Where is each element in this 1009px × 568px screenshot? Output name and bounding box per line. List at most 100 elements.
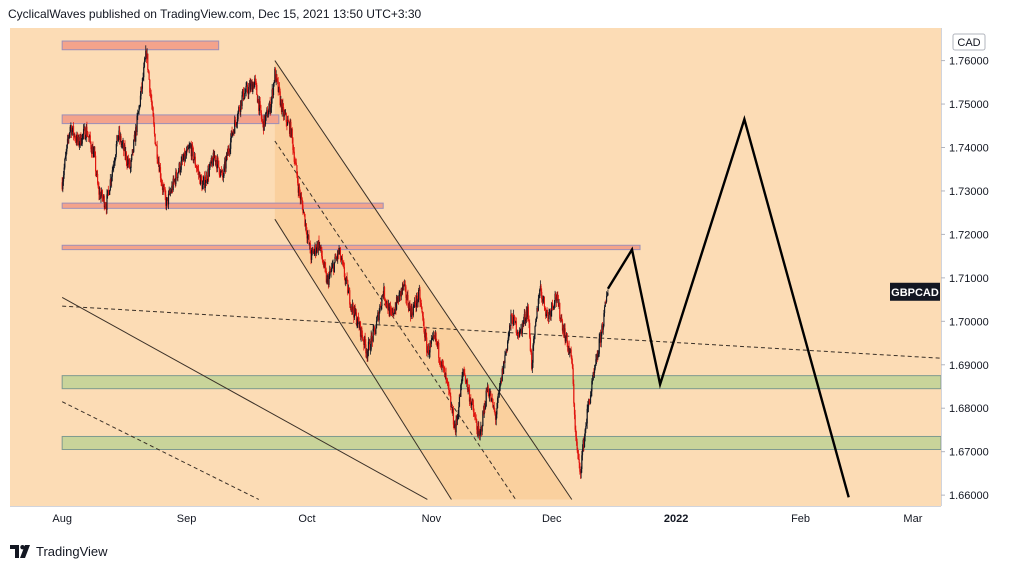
candle-body	[175, 171, 178, 178]
candle-body	[521, 323, 523, 334]
candle-body	[140, 86, 142, 96]
candle-body	[477, 426, 479, 436]
candle-body	[518, 335, 520, 337]
candle-body	[381, 296, 383, 307]
candle-body	[472, 404, 475, 413]
candle-body	[443, 367, 445, 369]
candle-body	[62, 181, 64, 190]
candle-body	[465, 382, 467, 384]
candle-body	[301, 199, 303, 205]
candle-body	[157, 158, 159, 163]
candle-body	[298, 187, 300, 193]
candle-body	[397, 297, 399, 303]
candle-body	[498, 392, 500, 395]
time-tick-label: Sep	[177, 513, 197, 525]
candle-body	[394, 307, 396, 313]
candle-body	[606, 295, 608, 297]
trendline-dashed-5	[61, 401, 260, 500]
candle-body	[114, 159, 116, 163]
candle-body	[470, 403, 473, 406]
candle-body	[86, 126, 88, 136]
candle-body	[593, 368, 596, 374]
candle-body	[321, 256, 323, 261]
candle-body	[314, 245, 316, 251]
candle-body	[238, 107, 240, 112]
price-axis[interactable]: 1.76000 1.75000 1.74000 1.73000 1.72000 1.710…	[941, 56, 989, 503]
candle-body	[216, 158, 218, 169]
candle-body	[545, 309, 547, 317]
candle-body	[137, 111, 140, 114]
candle-body	[539, 285, 541, 290]
candle-body	[407, 295, 409, 306]
candle-body	[62, 175, 65, 182]
candle-body	[61, 182, 63, 190]
candle-body	[504, 355, 506, 363]
time-axis[interactable]: Aug Sep Oct Nov Dec 2022 Feb Mar	[52, 513, 922, 525]
candle-body	[237, 111, 239, 120]
candle-body	[545, 311, 547, 317]
candle-body	[577, 453, 580, 459]
candle-body	[490, 393, 492, 402]
candle-body	[428, 352, 430, 355]
candle-body	[142, 77, 144, 79]
candle-body	[408, 305, 410, 311]
candle-body	[358, 321, 360, 328]
candle-body	[229, 148, 231, 152]
candle-body	[339, 248, 341, 250]
candle-body	[180, 160, 182, 170]
candle-body	[421, 307, 423, 312]
candle-body	[412, 306, 414, 316]
candle-body	[290, 121, 292, 137]
tradingview-logo[interactable]: TradingView	[10, 542, 108, 560]
zone-resistance-3	[61, 244, 641, 251]
candle-body	[113, 165, 115, 167]
candle-body	[101, 190, 103, 199]
candle-body	[405, 286, 407, 298]
candle-body	[376, 316, 378, 321]
candle-body	[327, 276, 329, 285]
candle-body	[496, 397, 499, 409]
candle-body	[494, 413, 497, 420]
candle-body	[306, 232, 308, 239]
candle-body	[336, 257, 338, 259]
candle-body	[355, 312, 358, 325]
candle-body	[500, 377, 503, 381]
candle-body	[225, 158, 227, 169]
candle-body	[456, 416, 459, 421]
candle-body	[588, 400, 590, 402]
candle-body	[213, 152, 215, 159]
candle-body	[603, 313, 605, 326]
candle-body	[154, 133, 156, 145]
candle-body	[361, 334, 364, 340]
candle-body	[204, 182, 206, 188]
candle-body	[174, 179, 176, 185]
candle-body	[414, 300, 416, 306]
candle-body	[519, 328, 521, 331]
candle-body	[532, 345, 534, 363]
candle-body	[557, 294, 559, 300]
candle-body	[292, 138, 294, 151]
candle-body	[333, 264, 335, 273]
candle-body	[101, 190, 103, 196]
candle-body	[482, 411, 485, 415]
candle-body	[383, 287, 386, 300]
candle-body	[422, 316, 424, 322]
candle-body	[197, 169, 199, 170]
candle-body	[346, 277, 348, 281]
candle-body	[254, 78, 257, 81]
candle-body	[523, 314, 525, 321]
candle-body	[284, 112, 286, 115]
candle-body	[161, 184, 164, 191]
candle-body	[165, 195, 167, 206]
candle-body	[123, 145, 125, 151]
candle-body	[88, 136, 90, 138]
candle-body	[402, 283, 404, 287]
candle-body	[194, 156, 196, 166]
candle-body	[541, 299, 543, 302]
candle-body	[363, 336, 366, 346]
candle-body	[601, 325, 603, 332]
candle-body	[175, 171, 177, 185]
candle-body	[439, 360, 441, 365]
candle-body	[80, 143, 83, 145]
